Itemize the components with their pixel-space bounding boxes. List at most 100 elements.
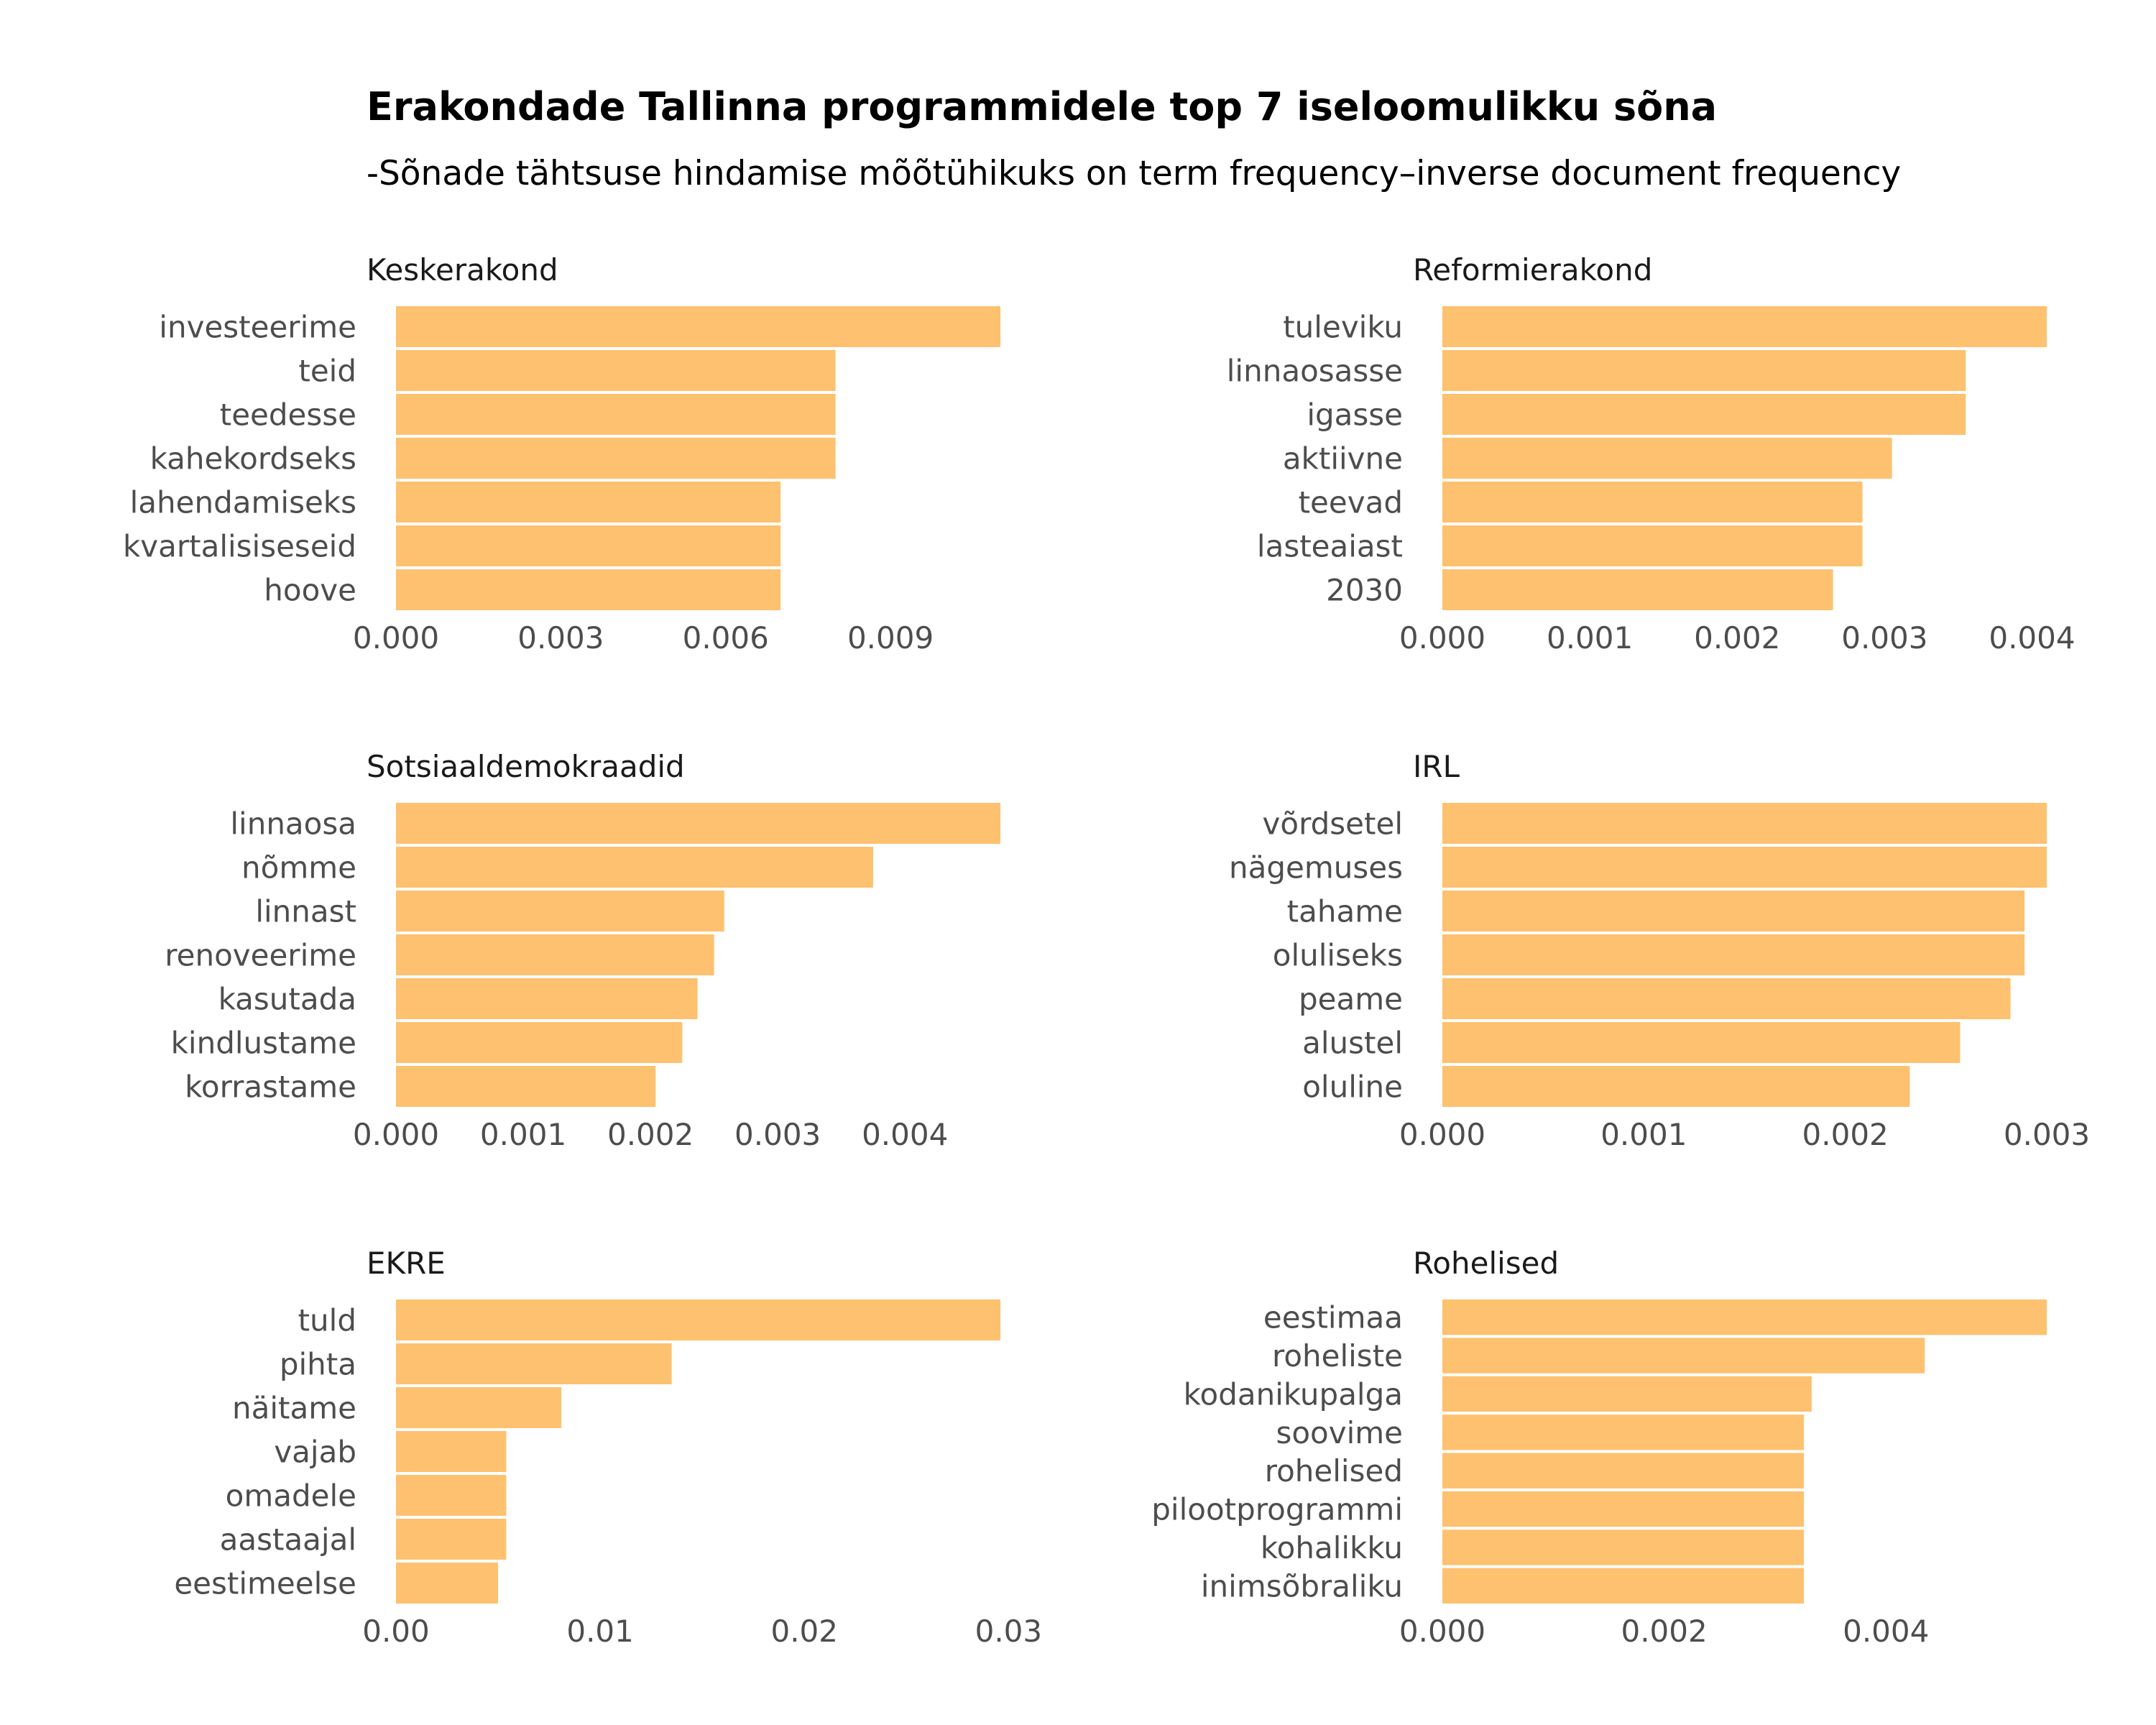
bar [396,1022,683,1063]
bar [1442,1530,1805,1565]
category-label: kohalikku [1261,1530,1403,1565]
bar [396,891,724,932]
bar [1442,438,1892,479]
bar [396,978,698,1019]
bar [396,482,781,523]
category-label: eestimaa [1263,1300,1403,1335]
category-label: alustel [1302,1026,1403,1061]
bar [1442,394,1966,435]
category-label: tuld [298,1303,356,1338]
bar [396,934,714,975]
category-label: kvartalisiseseid [123,529,356,564]
category-label: renoveerime [165,938,356,973]
bar [1442,1338,1925,1374]
x-tick-label: 0.004 [1989,620,2075,656]
chart-subtitle: -Sõnade tähtsuse hindamise mõõtühikuks o… [367,154,1901,193]
bar [1442,1568,1805,1604]
bar [396,350,836,391]
category-label: soovime [1276,1415,1403,1450]
bar [1442,350,1966,391]
x-tick-label: 0.002 [607,1117,694,1152]
panel-title: Rohelised [1413,1246,1559,1281]
bar [396,1343,672,1384]
category-label: inimsõbraliku [1201,1568,1403,1604]
category-label: võrdsetel [1263,806,1403,842]
bar [1442,978,2011,1019]
category-label: kodanikupalga [1184,1376,1403,1412]
x-tick-label: 0.01 [566,1614,634,1649]
panel-title: Sotsiaaldemokraadid [367,749,685,784]
panel-0: Keskerakond investeerime teid teedesse kahek… [123,252,1000,656]
bar [1442,1066,1910,1107]
bar [1442,482,1863,523]
category-label: eestimeelse [174,1566,356,1601]
category-label: lahendamiseks [130,485,356,520]
category-label: linnaosasse [1227,354,1403,389]
category-label: tuleviku [1283,310,1403,345]
x-tick-label: 0.001 [480,1117,566,1152]
x-tick-label: 0.004 [1843,1614,1929,1649]
bar [1442,1453,1805,1489]
category-label: lasteaiast [1257,529,1403,564]
category-label: teid [298,354,356,389]
category-label: omadele [226,1478,356,1514]
bar [1442,803,2047,844]
category-label: oluline [1302,1070,1403,1105]
bar [396,569,781,610]
category-label: 2030 [1326,573,1403,608]
x-tick-label: 0.00 [362,1614,430,1649]
bar [396,1300,1000,1340]
panel-title: EKRE [367,1246,446,1281]
category-label: teevad [1299,485,1403,520]
category-label: nägemuses [1229,850,1403,886]
category-label: korrastame [185,1070,356,1105]
panel-2: Sotsiaaldemokraadid linnaosa nõmme linnast r… [165,749,1000,1152]
x-tick-label: 0.001 [1600,1117,1687,1152]
bar [1442,306,2047,347]
bar [396,1431,507,1472]
category-label: teedesse [220,397,356,433]
bar [396,1066,656,1107]
x-tick-label: 0.002 [1802,1117,1889,1152]
x-tick-label: 0.002 [1694,620,1780,656]
category-label: rohelised [1265,1453,1403,1489]
category-label: linnaosa [230,806,356,842]
category-label: vajab [274,1435,356,1470]
category-label: linnast [255,894,356,929]
x-tick-label: 0.03 [975,1614,1043,1649]
x-tick-label: 0.004 [862,1117,948,1152]
x-tick-label: 0.003 [517,620,604,656]
bar [396,1475,507,1516]
bar [1442,569,1833,610]
x-tick-label: 0.000 [353,620,439,656]
bar [1442,1300,2047,1335]
bar [396,1563,499,1604]
category-label: tahame [1287,894,1403,929]
bar [396,847,873,888]
category-label: peame [1299,982,1403,1017]
x-tick-label: 0.000 [1399,1614,1485,1649]
category-label: oluliseks [1273,938,1403,973]
bar [396,306,1000,347]
bar [1442,1491,1805,1527]
bar [1442,1414,1805,1450]
chart-title: Erakondade Tallinna programmidele top 7 … [367,84,1717,129]
panel-title: Keskerakond [367,252,558,288]
bar [1442,525,1863,566]
panel-1: Reformierakond tuleviku linnaosasse igasse a… [1227,252,2076,656]
category-label: kasutada [218,982,356,1017]
category-label: hoove [264,573,356,608]
bar [396,1387,562,1428]
x-tick-label: 0.006 [683,620,769,656]
panel-4: EKRE tuld pihta näitame vajab omadele aastaaja… [174,1246,1042,1649]
x-tick-label: 0.003 [734,1117,821,1152]
bar [1442,1022,1961,1063]
panels: Keskerakond investeerime teid teedesse kahek… [123,252,2090,1649]
category-label: nõmme [241,850,356,886]
x-tick-label: 0.001 [1547,620,1633,656]
x-tick-label: 0.000 [1399,1117,1485,1152]
bar [396,438,836,479]
category-label: aastaajal [220,1522,356,1558]
bar [1442,891,2025,932]
